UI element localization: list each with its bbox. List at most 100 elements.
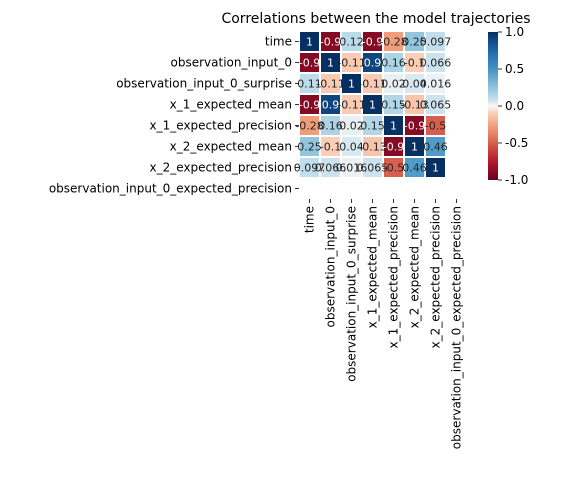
heatmap-cell bbox=[384, 32, 403, 51]
heatmap-cells bbox=[300, 32, 445, 177]
heatmap-cell bbox=[384, 137, 403, 156]
heatmap-cell-value: 1 bbox=[306, 36, 313, 49]
row-label: x_1_expected_mean bbox=[170, 98, 292, 112]
colorbar: 1.0 0.5 0.0 -0.5 -1.0 bbox=[488, 25, 528, 187]
heatmap-cell-value: 0.066 bbox=[315, 162, 347, 175]
heatmap-cell bbox=[405, 32, 424, 51]
heatmap-cell bbox=[426, 95, 445, 114]
heatmap-cell bbox=[426, 74, 445, 93]
heatmap-cell bbox=[426, 53, 445, 72]
heatmap-cell bbox=[384, 158, 403, 177]
colorbar-tick-label: 0.5 bbox=[505, 62, 524, 76]
heatmap-cell-value: 0.04 bbox=[402, 78, 427, 91]
heatmap-cell-value: -0.11 bbox=[358, 78, 386, 91]
heatmap-cell-value: -0.1 bbox=[320, 141, 341, 154]
heatmap-cell-value: 0.9 bbox=[322, 99, 340, 112]
heatmap-cell-value: 0.02 bbox=[381, 78, 406, 91]
heatmap-cell-value: -0.11 bbox=[316, 78, 344, 91]
heatmap-cell bbox=[300, 95, 319, 114]
heatmap-cell bbox=[363, 32, 382, 51]
heatmap-cell bbox=[321, 74, 340, 93]
row-label: observation_input_0 bbox=[171, 56, 292, 70]
heatmap-cell bbox=[342, 158, 361, 177]
heatmap-cell bbox=[405, 116, 424, 135]
row-label: x_2_expected_mean bbox=[170, 140, 292, 154]
heatmap-cell-value: 0.097 bbox=[420, 36, 452, 49]
heatmap-cell-value: 0.12 bbox=[339, 36, 364, 49]
heatmap-cell bbox=[405, 53, 424, 72]
heatmap-cell bbox=[300, 74, 319, 93]
heatmap-cell-value: 0.065 bbox=[420, 99, 452, 112]
heatmap-cell bbox=[384, 95, 403, 114]
heatmap-cell-value: -0.5 bbox=[425, 120, 446, 133]
heatmap-cell-value: 0.11 bbox=[297, 78, 322, 91]
heatmap-cell bbox=[321, 53, 340, 72]
col-label: x_1_expected_mean bbox=[366, 206, 380, 328]
heatmap-cell-labels: 1 -0.90.12-0.9-0.280.250.097-0.9 1 -0.110.9… bbox=[294, 36, 452, 175]
heatmap-cell bbox=[363, 137, 382, 156]
heatmap-cell bbox=[426, 116, 445, 135]
heatmap-cell-value: 0.15 bbox=[381, 99, 406, 112]
heatmap-cell bbox=[405, 74, 424, 93]
heatmap-cell-value: 0.25 bbox=[297, 141, 322, 154]
heatmap-cell-value: 0.16 bbox=[318, 120, 343, 133]
heatmap-cell bbox=[405, 137, 424, 156]
heatmap-cell-value: 1 bbox=[327, 57, 334, 70]
heatmap-cell-value: 0.46 bbox=[402, 162, 427, 175]
heatmap-cell bbox=[300, 53, 319, 72]
heatmap-cell-value: 1 bbox=[390, 120, 397, 133]
colorbar-tick-label: -0.5 bbox=[505, 136, 528, 150]
row-label: x_2_expected_precision bbox=[150, 161, 292, 175]
heatmap-cell bbox=[342, 116, 361, 135]
col-label: observation_input_0 bbox=[324, 206, 338, 327]
heatmap-cell bbox=[342, 53, 361, 72]
heatmap-cell-value: -0.9 bbox=[299, 57, 320, 70]
col-label: observation_input_0_surprise bbox=[345, 206, 359, 382]
heatmap-cell-value: -0.9 bbox=[299, 99, 320, 112]
col-label: observation_input_0_expected_precision bbox=[450, 206, 464, 449]
heatmap-cell bbox=[363, 158, 382, 177]
heatmap-cell-value: 0.097 bbox=[294, 162, 326, 175]
colorbar-gradient bbox=[488, 32, 498, 180]
heatmap-cell-value: 0.04 bbox=[339, 141, 364, 154]
heatmap-cell-value: -0.5 bbox=[383, 162, 404, 175]
heatmap-cell bbox=[342, 95, 361, 114]
heatmap-cell bbox=[321, 116, 340, 135]
heatmap-cell bbox=[342, 74, 361, 93]
heatmap-cell bbox=[342, 32, 361, 51]
heatmap-cell-value: -0.11 bbox=[337, 99, 365, 112]
heatmap-cell bbox=[363, 95, 382, 114]
heatmap-cell-value: 0.016 bbox=[420, 78, 452, 91]
col-label: x_2_expected_precision bbox=[429, 206, 443, 348]
heatmap-cell-value: 0.16 bbox=[381, 57, 406, 70]
row-label: observation_input_0_expected_precision bbox=[49, 182, 292, 196]
heatmap-cell bbox=[321, 95, 340, 114]
heatmap-cell bbox=[342, 137, 361, 156]
heatmap-row-labels: time observation_input_0 observation_input… bbox=[49, 35, 299, 196]
heatmap-cell-value: 0.9 bbox=[364, 57, 382, 70]
heatmap-cell-value: 1 bbox=[369, 99, 376, 112]
heatmap-cell-value: -0.13 bbox=[400, 99, 428, 112]
row-label: x_1_expected_precision bbox=[150, 119, 292, 133]
heatmap-cell-value: 1 bbox=[411, 141, 418, 154]
heatmap-cell bbox=[363, 53, 382, 72]
heatmap-cell bbox=[321, 137, 340, 156]
heatmap-cell bbox=[426, 137, 445, 156]
colorbar-tick-label: 0.0 bbox=[505, 99, 524, 113]
col-label: time bbox=[303, 206, 317, 233]
heatmap-cell bbox=[363, 116, 382, 135]
row-label: time bbox=[265, 35, 292, 49]
heatmap-cell bbox=[321, 32, 340, 51]
heatmap-cell bbox=[426, 158, 445, 177]
heatmap-cell bbox=[321, 158, 340, 177]
colorbar-tick-label: -1.0 bbox=[505, 173, 528, 187]
heatmap-cell bbox=[300, 32, 319, 51]
heatmap-cell-value: -0.9 bbox=[404, 120, 425, 133]
heatmap-cell-value: -0.28 bbox=[379, 36, 407, 49]
heatmap-cell-value: 0.066 bbox=[420, 57, 452, 70]
heatmap-cell-value: -0.9 bbox=[320, 36, 341, 49]
heatmap-cell-value: 0.46 bbox=[423, 141, 448, 154]
heatmap-col-labels: time observation_input_0 observation_input… bbox=[303, 199, 464, 449]
col-label: x_1_expected_precision bbox=[387, 206, 401, 348]
